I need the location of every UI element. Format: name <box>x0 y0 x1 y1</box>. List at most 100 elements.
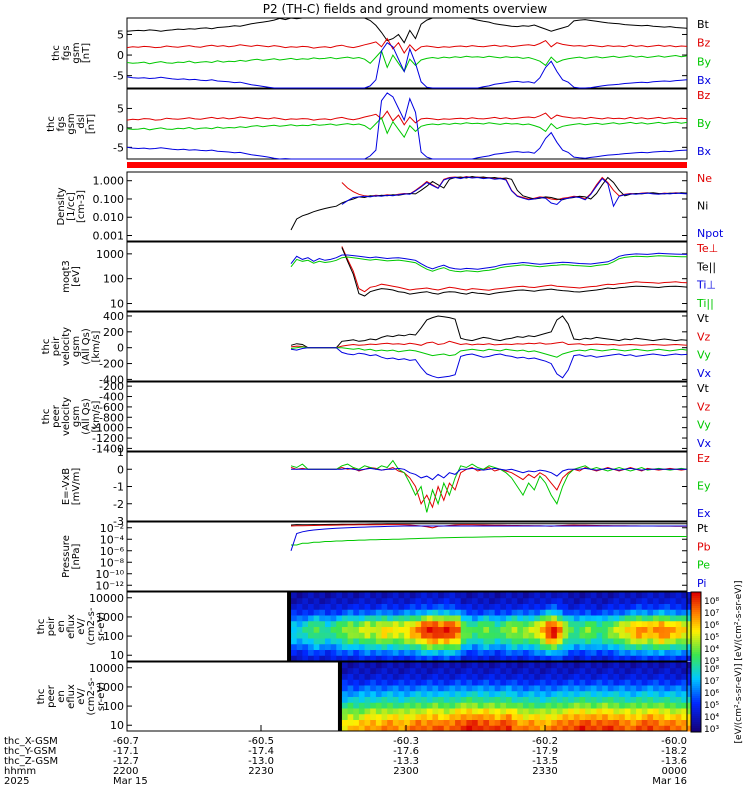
spec-cell <box>590 626 597 633</box>
spec-cell <box>670 643 677 650</box>
y-axis-label: thc <box>36 619 47 635</box>
spec-cell <box>590 696 597 703</box>
y-tick-label: -800 <box>99 411 124 424</box>
y-axis-label: velocity <box>61 397 72 436</box>
spec-cell <box>392 603 400 610</box>
spec-cell <box>308 649 315 656</box>
spec-cell <box>500 662 507 669</box>
spec-cell <box>522 592 530 599</box>
spec-cell <box>522 655 530 662</box>
y-tick-label: 400 <box>103 310 124 323</box>
spec-cell <box>347 597 354 604</box>
spec-cell <box>296 609 303 616</box>
spec-cell <box>624 597 631 604</box>
ephem-value: -17.1 <box>113 746 139 757</box>
spec-cell <box>579 643 586 650</box>
spec-cell <box>477 626 484 633</box>
spec-cell <box>426 643 433 650</box>
series-density-Ni <box>290 175 688 231</box>
spec-cell <box>404 667 411 674</box>
spec-cell <box>630 626 637 633</box>
spec-cell <box>432 632 439 639</box>
spec-cell <box>539 643 547 650</box>
spec-cell <box>364 713 371 720</box>
spec-cell <box>404 725 411 732</box>
spec-cell <box>392 655 400 662</box>
spec-cell <box>562 690 569 697</box>
spec-cell <box>630 615 637 622</box>
spec-cell <box>308 626 315 633</box>
spec-cell <box>602 667 609 674</box>
y-tick-label: -1400 <box>92 442 124 455</box>
spec-cell <box>319 620 326 627</box>
spec-cell <box>455 609 462 616</box>
colorbar-step <box>691 682 701 685</box>
spec-cell <box>596 685 603 692</box>
spec-cell <box>585 713 592 720</box>
spec-cell <box>579 690 586 697</box>
y-tick-label: 0 <box>117 49 124 62</box>
spec-cell <box>421 592 428 599</box>
spec-cell <box>607 655 614 662</box>
spec-cell <box>653 702 660 709</box>
spec-cell <box>494 632 501 639</box>
series-temp-Te|| <box>341 247 688 297</box>
colorbar-step <box>691 700 701 703</box>
spec-cell <box>353 667 360 674</box>
spec-cell <box>489 649 496 656</box>
spec-cell <box>500 638 507 645</box>
spec-cell <box>324 632 332 639</box>
spec-cell <box>534 673 541 680</box>
spec-cell <box>443 725 450 732</box>
spec-cell <box>613 632 620 639</box>
mode-bar <box>127 162 687 168</box>
spec-cell <box>466 632 473 639</box>
spec-cell <box>449 626 456 633</box>
spec-cell <box>579 713 586 720</box>
legend-Ne: Ne <box>697 172 712 185</box>
spec-cell <box>460 708 467 715</box>
spec-cell <box>596 708 603 715</box>
spec-cell <box>653 667 660 674</box>
spec-cell <box>341 649 349 656</box>
spec-cell <box>500 696 507 703</box>
y-axis-label: [eV] <box>71 266 82 287</box>
colorbar-step <box>691 656 701 659</box>
spec-cell <box>449 620 456 627</box>
colorbar-step <box>691 608 701 611</box>
y-tick-label: -1200 <box>92 432 124 445</box>
spec-cell <box>522 649 530 656</box>
spec-cell <box>421 597 428 604</box>
spec-cell <box>573 719 581 726</box>
colorbar-step <box>691 686 701 689</box>
spec-cell <box>324 615 332 622</box>
spec-cell <box>336 615 343 622</box>
spec-cell <box>460 632 467 639</box>
spec-cell <box>330 592 337 599</box>
spec-cell <box>489 609 496 616</box>
spec-cell <box>545 620 552 627</box>
colorbar-step <box>691 710 701 713</box>
spec-cell <box>545 673 552 680</box>
spec-cell <box>409 719 416 726</box>
y-axis-label: peer <box>51 404 62 428</box>
spec-cell <box>573 626 581 633</box>
spec-cell <box>291 620 298 627</box>
spec-cell <box>404 702 411 709</box>
spec-cell <box>358 655 366 662</box>
spec-cell <box>619 603 626 610</box>
spec-cell <box>347 655 354 662</box>
spec-cell <box>545 662 552 669</box>
y-tick-label: 200 <box>103 326 124 339</box>
spec-cell <box>370 632 377 639</box>
spec-cell <box>336 609 343 616</box>
spec-cell <box>370 713 377 720</box>
spec-cell <box>619 725 626 732</box>
spec-cell <box>539 713 547 720</box>
spec-cell <box>647 685 654 692</box>
spec-cell <box>477 667 484 674</box>
y-axis-label: E=-VxB <box>61 468 72 505</box>
spec-cell <box>347 603 354 610</box>
spec-cell <box>477 690 484 697</box>
spec-cell <box>607 719 614 726</box>
